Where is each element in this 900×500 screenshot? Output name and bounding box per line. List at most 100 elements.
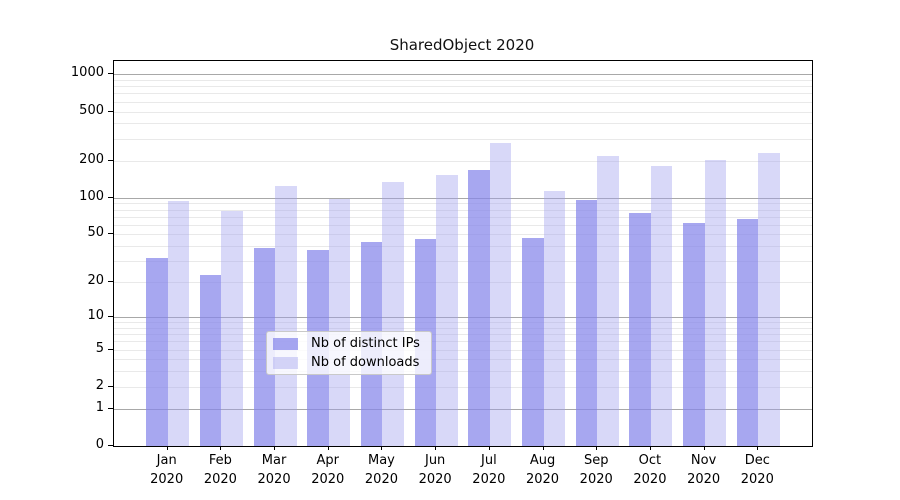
x-tick-year: 2020 [472,472,506,487]
x-tick-mark [166,446,168,450]
y-tick-mark [108,385,113,387]
legend: Nb of distinct IPs Nb of downloads [266,331,432,375]
minor-gridline [114,341,812,343]
x-tick-mark [649,446,651,450]
x-tick-year: 2020 [203,472,237,487]
minor-gridline [114,334,812,336]
x-tick-month: Dec [744,453,770,468]
bar-distinct-ips-jul [468,169,490,446]
x-tick-label-jun: Jun 2020 [403,451,467,489]
x-tick-label-mar: Mar 2020 [242,451,306,489]
legend-label: Nb of downloads [311,355,420,370]
minor-gridline [114,123,812,125]
bar-distinct-ips-feb [199,275,222,446]
x-tick-year: 2020 [311,472,345,487]
bar-downloads-apr [328,199,351,446]
x-tick-month: Aug [529,453,556,468]
y-tick-mark [108,73,113,75]
minor-gridline [114,386,812,388]
x-tick-label-nov: Nov 2020 [672,451,736,489]
y-tick-label: 200 [79,151,104,167]
major-gridline [114,197,812,199]
x-tick-year: 2020 [257,472,291,487]
x-tick-year: 2020 [633,472,667,487]
y-tick-mark [108,159,113,161]
x-tick-mark [274,446,276,450]
minor-gridline [114,359,812,361]
x-tick-year: 2020 [525,472,560,487]
x-tick-month: Nov [690,453,717,468]
x-tick-mark [757,446,759,450]
x-tick-label-may: May 2020 [349,451,413,489]
bar-downloads-may [382,182,404,446]
minor-gridline [114,322,812,324]
bar-downloads-mar [275,185,297,446]
y-tick-mark [108,445,113,446]
y-tick-label: 20 [87,273,104,289]
bar-distinct-ips-dec [736,218,759,446]
x-tick-label-dec: Dec 2020 [725,451,789,489]
bar-downloads-feb [221,210,243,446]
x-tick-mark [381,446,383,450]
minor-gridline [114,261,812,263]
x-tick-year: 2020 [364,472,398,487]
bar-downloads-oct [650,165,673,446]
minor-gridline [114,138,812,140]
y-tick-label: 10 [87,307,104,323]
y-tick-mark [108,196,113,198]
x-tick-month: Jan [156,453,177,468]
x-tick-mark [542,446,544,450]
y-tick-mark [108,110,113,112]
legend-label: Nb of distinct IPs [311,336,420,351]
minor-gridline [114,327,812,329]
minor-gridline [114,86,812,88]
y-tick-label: 50 [87,225,104,241]
x-tick-year: 2020 [687,472,721,487]
bar-downloads-dec [758,153,780,446]
x-tick-month: Jun [424,453,446,468]
x-tick-label-apr: Apr 2020 [296,451,360,489]
x-tick-month: Feb [208,453,232,468]
x-tick-label-aug: Aug 2020 [511,451,575,489]
plot-area [113,60,813,447]
bar-distinct-ips-jan [146,257,168,446]
x-tick-label-oct: Oct 2020 [618,451,682,489]
x-tick-year: 2020 [150,472,184,487]
bar-distinct-ips-mar [253,247,276,446]
y-tick-mark [108,315,113,317]
bar-downloads-nov [704,160,727,446]
legend-swatch-icon [273,356,298,369]
minor-gridline [114,101,812,103]
x-tick-year: 2020 [418,472,452,487]
x-tick-month: Mar [261,453,287,468]
x-tick-mark [435,446,437,450]
bar-downloads-jul [489,143,512,446]
minor-gridline [114,93,812,95]
minor-gridline [114,209,812,211]
minor-gridline [114,111,812,113]
minor-gridline [114,234,812,236]
bar-downloads-sep [597,155,619,446]
y-tick-mark [108,233,113,235]
legend-swatch-icon [273,337,298,350]
x-tick-month: Sep [583,453,609,468]
chart-title: SharedObject 2020 [389,36,535,54]
y-tick-mark [108,407,113,409]
minor-gridline [114,224,812,226]
y-tick-label: 2 [95,377,104,393]
minor-gridline [114,246,812,248]
minor-gridline [114,160,812,162]
major-gridline [114,408,812,410]
x-tick-year: 2020 [740,472,774,487]
x-tick-month: Jul [481,453,497,468]
minor-gridline [114,79,812,81]
x-tick-mark [488,446,490,450]
bar-downloads-aug [543,191,565,446]
minor-gridline [114,282,812,284]
bar-distinct-ips-nov [683,223,705,446]
x-tick-month: Apr [316,453,340,468]
minor-gridline [114,203,812,205]
y-tick-label: 1000 [70,65,104,81]
major-gridline [114,74,812,76]
bar-distinct-ips-oct [629,212,651,446]
